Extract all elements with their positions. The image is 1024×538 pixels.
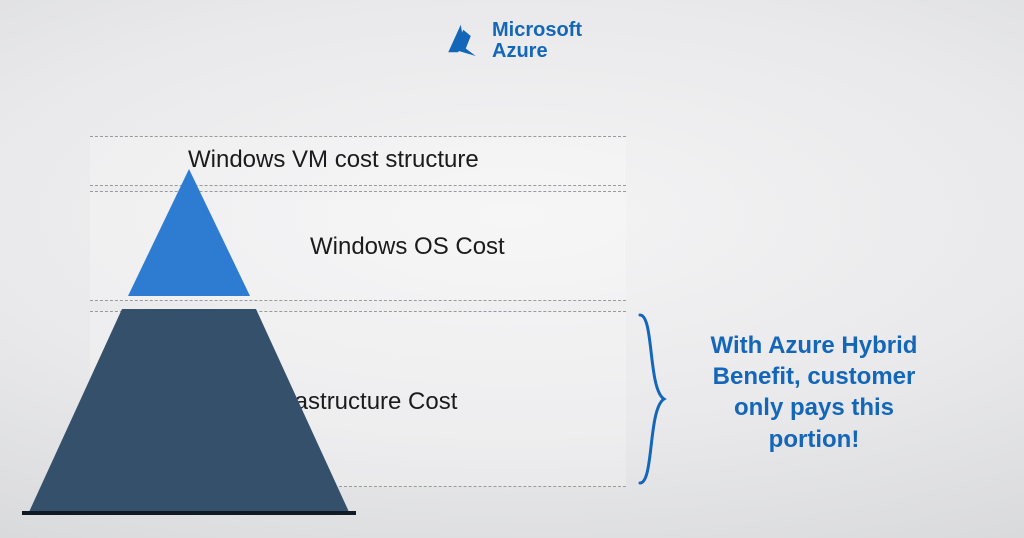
azure-logo-text-line2: Azure [492,41,582,62]
callout-text: With Azure Hybrid Benefit, customer only… [684,330,944,455]
azure-logo-text-line1: Microsoft [492,20,582,41]
os-cost-label: Windows OS Cost [310,233,505,261]
azure-logo-icon [442,21,482,61]
azure-logo-block: Microsoft Azure [442,20,582,62]
azure-logo-text: Microsoft Azure [492,20,582,62]
callout-line2: Benefit, customer [684,361,944,392]
callout-line3: only pays this [684,392,944,423]
callout-line1: With Azure Hybrid [684,330,944,361]
callout-line4: portion! [684,424,944,455]
brace-icon [634,311,670,487]
diagram-title: Windows VM cost structure [188,146,479,174]
infra-cost-label: Infrastructure Cost [260,388,457,416]
